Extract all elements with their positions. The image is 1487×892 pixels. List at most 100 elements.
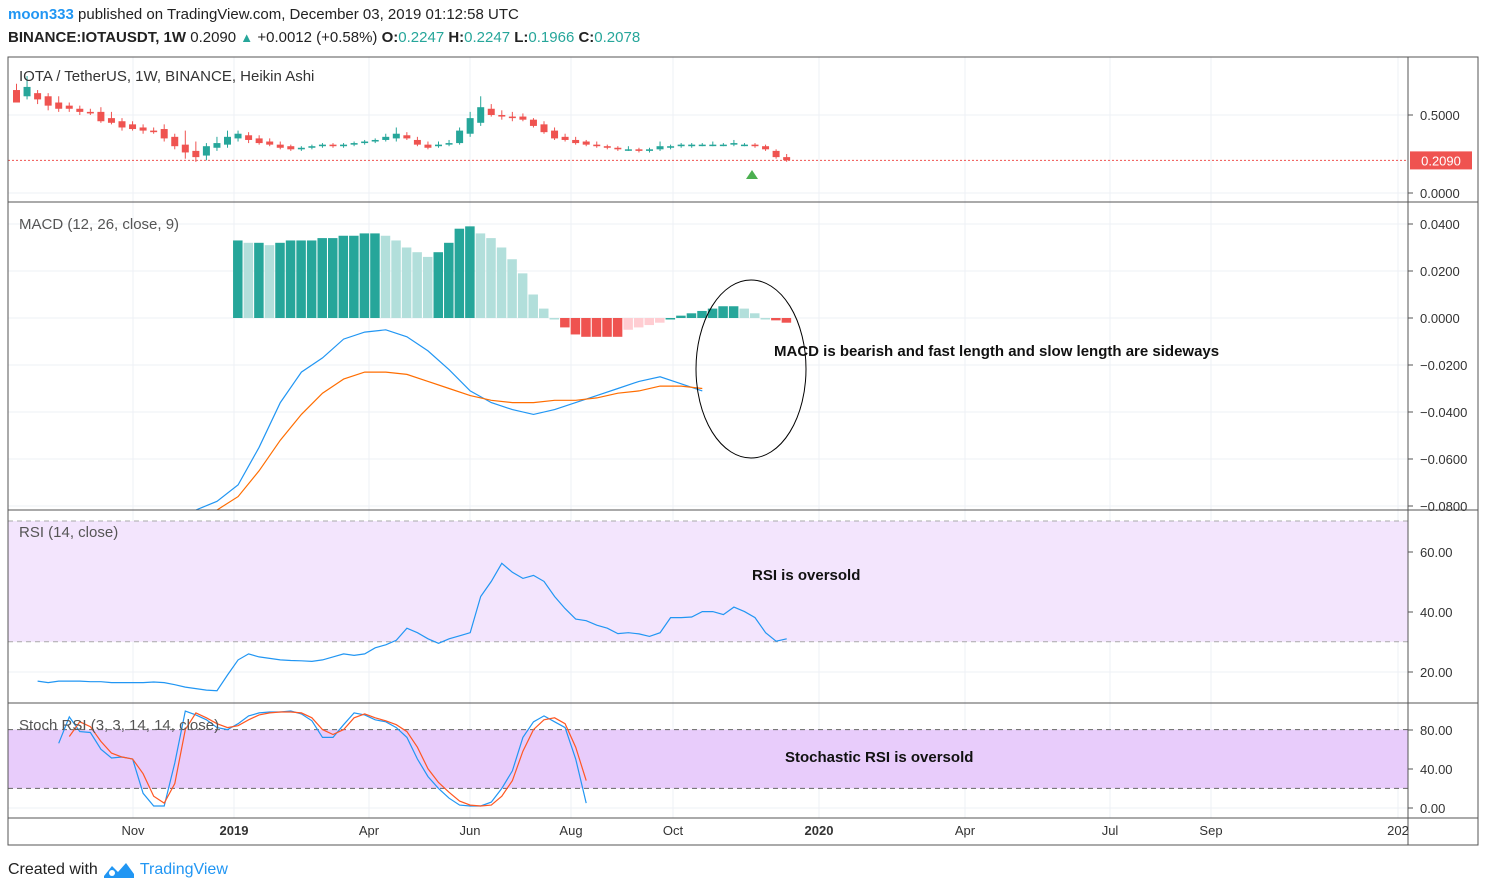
candle-body [97, 111, 105, 122]
candle-body [202, 146, 210, 156]
candle-body [118, 121, 126, 128]
x-tick-label: Apr [955, 823, 976, 838]
candle-body [424, 144, 432, 148]
created-with-text: Created with [8, 861, 98, 878]
y-tick-label: 0.5000 [1420, 108, 1460, 123]
close-label: C: [578, 29, 595, 46]
outer-frame [7, 56, 1479, 846]
last-price-label: 0.2090 [1421, 153, 1461, 168]
candle-body [297, 147, 305, 150]
candle-body [656, 146, 664, 150]
macd-histogram-bar [707, 308, 718, 318]
macd-histogram-bar [254, 242, 264, 318]
candle-body [688, 144, 696, 147]
candle-body [624, 149, 632, 151]
candle-body [276, 144, 284, 148]
x-tick-label: 202 [1387, 823, 1409, 838]
y-tick-label: 60.00 [1420, 545, 1453, 560]
candle-body [255, 138, 263, 144]
footer: Created with TradingView [8, 860, 228, 880]
macd-histogram-bar [612, 318, 623, 337]
x-tick-label: Nov [121, 823, 145, 838]
pane-title: RSI (14, close) [19, 524, 118, 541]
symbol-label: BINANCE:IOTAUSDT, 1W [8, 29, 187, 46]
open-value: 0.2247 [398, 29, 445, 46]
macd-histogram-bar [349, 235, 359, 318]
macd-histogram-bar [602, 318, 612, 337]
macd-histogram-bar [507, 259, 517, 318]
indicator-bands [8, 520, 1408, 789]
macd-histogram-bar [739, 308, 749, 318]
macd-histogram-bar [296, 240, 306, 318]
macd-histogram-bar [728, 306, 739, 318]
pane-title: MACD (12, 26, close, 9) [19, 216, 179, 233]
candle-body [508, 116, 516, 119]
candle-body [603, 146, 611, 148]
author-link[interactable]: moon333 [8, 6, 74, 23]
macd-histogram-bar [338, 235, 349, 318]
high-label: H: [448, 29, 465, 46]
macd-histogram-bar [391, 240, 401, 318]
candle-body [308, 146, 316, 148]
candle-body [361, 141, 369, 144]
macd-histogram-bar [380, 235, 391, 318]
macd-histogram-bar [243, 242, 254, 318]
rsi-annotation: RSI is oversold [752, 567, 860, 584]
x-tick-label: Jul [1102, 823, 1119, 838]
macd-histogram-bar [433, 252, 443, 318]
macd-histogram-bar [422, 256, 433, 318]
candle-body [582, 141, 590, 145]
candle-body [561, 136, 569, 140]
candle-body [13, 90, 20, 103]
macd-histogram-bar [528, 294, 538, 318]
candle-body [392, 133, 400, 139]
candle-body [44, 96, 52, 106]
candle-body [593, 144, 601, 147]
chart-labels: Nov 2019 Apr Jun Aug Oct 2020 Apr Jul Sep 202 0.500… [19, 68, 1467, 838]
macd-histogram-bar [549, 318, 560, 320]
close-value: 0.2078 [594, 29, 641, 46]
macd-histogram-bar [771, 318, 781, 321]
candle-body [234, 133, 242, 139]
macd-histogram-bar [370, 233, 380, 318]
candle-body [529, 119, 537, 126]
publish-info: moon333 published on TradingView.com, De… [8, 6, 519, 23]
macd-histogram-bar [591, 318, 602, 337]
y-tick-label: −0.0200 [1420, 358, 1467, 373]
macd-histogram-bar [644, 318, 654, 326]
low-label: L: [514, 29, 529, 46]
tradingview-brand-link[interactable]: TradingView [139, 861, 228, 878]
y-tick-label: 20.00 [1420, 665, 1453, 680]
candle-body [245, 135, 253, 140]
candle-body [382, 136, 390, 140]
macd-histogram-bar [264, 245, 275, 318]
candle-body [213, 143, 221, 148]
macd-histogram-bar [517, 273, 528, 318]
macd-histogram-bar [401, 247, 412, 318]
candle-body [371, 139, 379, 142]
candle-body [635, 149, 643, 151]
macd-histogram-bar [560, 318, 570, 328]
macd-histogram-bar [317, 238, 327, 318]
macd-histogram-bar [760, 318, 771, 320]
x-tick-label: 2020 [805, 823, 834, 838]
stoch-band [8, 729, 1408, 789]
candle-body [86, 111, 94, 114]
candle-body [730, 143, 738, 145]
candle-body [498, 115, 506, 117]
rsi-band [8, 521, 1408, 642]
pane-title: Stoch RSI (3, 3, 14, 14, close) [19, 717, 219, 734]
up-arrow-icon: ▲ [240, 30, 254, 45]
candle-body [677, 144, 685, 147]
macd-histogram-bar [633, 318, 644, 328]
macd-histogram-bar [581, 318, 591, 337]
candle-body [139, 127, 147, 131]
stoch-d-line [68, 711, 587, 807]
candle-body [150, 130, 158, 133]
candle-body [107, 118, 115, 123]
y-tick-label: 0.00 [1420, 801, 1445, 816]
candle-body [698, 144, 706, 147]
last-price-badge [1410, 151, 1472, 170]
candle-body [192, 150, 200, 158]
